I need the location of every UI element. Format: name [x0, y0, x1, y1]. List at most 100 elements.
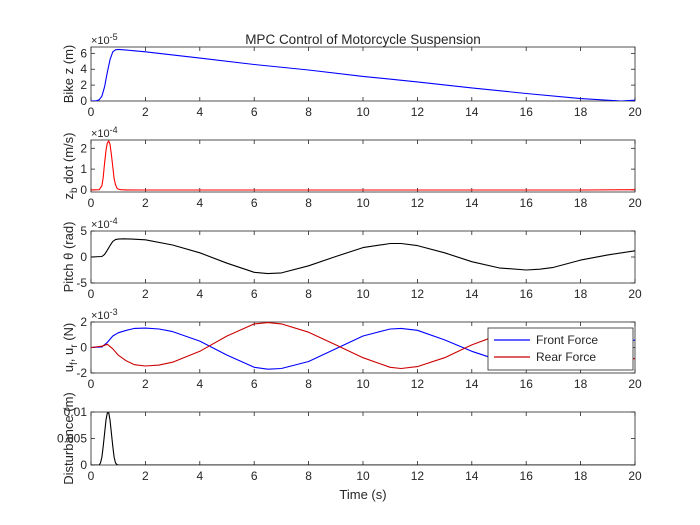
y-tick-label: 2: [80, 141, 87, 155]
y-label-sub: f: [69, 362, 80, 365]
y-tick-label: -5: [76, 276, 87, 290]
x-tick-label: 4: [196, 377, 203, 391]
x-tick-label: 0: [88, 196, 95, 210]
x-tick-label: 20: [628, 377, 642, 391]
y-axis-label: zb dot (m/s): [61, 133, 80, 200]
exponent-power: -4: [110, 216, 118, 226]
x-tick-label: 2: [142, 469, 149, 483]
x-tick-label: 16: [520, 287, 534, 301]
y-tick-label: 0: [80, 458, 87, 472]
x-tick-label: 12: [411, 469, 425, 483]
x-tick-label: 2: [142, 287, 149, 301]
x-axis-label: Time (s): [339, 487, 386, 502]
axes-box: [90, 411, 636, 466]
x-tick-label: 10: [356, 196, 370, 210]
x-tick-label: 10: [356, 105, 370, 119]
x-tick-label: 0: [88, 287, 95, 301]
x-tick-label: 6: [251, 196, 258, 210]
x-tick-label: 18: [574, 287, 588, 301]
x-tick-label: 12: [411, 287, 425, 301]
series-line-z: [91, 48, 635, 101]
exponent-base: ×10: [91, 219, 110, 231]
exponent-power: -4: [110, 125, 118, 135]
y-label-rest: dot (m/s): [61, 133, 76, 188]
y-tick-label: 0: [80, 94, 87, 108]
x-tick-label: 16: [520, 196, 534, 210]
x-tick-label: 14: [465, 377, 479, 391]
y-label-base: z: [61, 193, 76, 200]
y-label-rest: (N): [61, 323, 76, 345]
x-tick-label: 6: [251, 469, 258, 483]
y-tick-label: 4: [80, 62, 87, 76]
y-axis-label: Pitch θ (rad): [61, 222, 76, 293]
x-tick-label: 10: [356, 469, 370, 483]
axes-box: [90, 139, 636, 193]
y-label-mid: , u: [61, 348, 76, 362]
x-tick-label: 12: [411, 196, 425, 210]
y-tick-label: 1: [80, 162, 87, 176]
x-tick-label: 8: [305, 196, 312, 210]
x-tick-label: 18: [574, 105, 588, 119]
x-tick-label: 20: [628, 105, 642, 119]
y-exponent-label: ×10-4: [91, 216, 118, 231]
y-exponent-label: ×10-3: [91, 307, 118, 322]
x-tick-label: 12: [411, 105, 425, 119]
y-tick-label: 2: [80, 78, 87, 92]
y-tick-label: 6: [80, 46, 87, 60]
legend-entry: Rear Force: [536, 350, 596, 364]
x-tick-label: 4: [196, 287, 203, 301]
x-tick-label: 16: [520, 469, 534, 483]
y-tick-label: -2: [76, 366, 87, 380]
x-tick-label: 14: [465, 105, 479, 119]
x-tick-label: 6: [251, 377, 258, 391]
x-tick-label: 20: [628, 287, 642, 301]
x-tick-label: 14: [465, 287, 479, 301]
y-axis-label: Disturbance (m): [61, 392, 76, 484]
series-line-zb-dot: [91, 140, 635, 191]
x-tick-label: 4: [196, 105, 203, 119]
x-tick-label: 2: [142, 105, 149, 119]
y-tick-label: 5: [80, 224, 87, 238]
y-label-sub2: r: [69, 344, 80, 348]
x-tick-label: 0: [88, 469, 95, 483]
y-axis-label: Bike z (m): [61, 45, 76, 104]
y-tick-label: 0.01: [64, 405, 88, 419]
exponent-base: ×10: [91, 128, 110, 140]
legend-box: [487, 327, 634, 371]
x-tick-label: 20: [628, 469, 642, 483]
x-tick-label: 2: [142, 196, 149, 210]
x-tick-label: 18: [574, 469, 588, 483]
y-label-base: u: [61, 365, 76, 372]
x-tick-label: 10: [356, 287, 370, 301]
y-label-sub: b: [69, 187, 80, 193]
x-tick-label: 14: [465, 196, 479, 210]
y-tick-label: 0: [80, 183, 87, 197]
x-tick-label: 8: [305, 287, 312, 301]
chart-title: MPC Control of Motorcycle Suspension: [245, 32, 481, 47]
subplot-forces: 0 2 4 6 8 10 12 14 16 18 20-202 ×10-3uf, ur (N) Fron…: [61, 307, 642, 391]
y-exponent-label: ×10-4: [91, 125, 118, 140]
y-tick-label: 0: [80, 341, 87, 355]
x-tick-label: 16: [520, 377, 534, 391]
x-tick-label: 0: [88, 377, 95, 391]
y-tick-label: 0: [80, 250, 87, 264]
x-tick-label: 18: [574, 196, 588, 210]
exponent-base: ×10: [91, 310, 110, 322]
x-tick-label: 18: [574, 377, 588, 391]
x-tick-label: 4: [196, 469, 203, 483]
x-tick-label: 0: [88, 105, 95, 119]
y-tick-label: 0.005: [57, 432, 87, 446]
y-exponent-label: ×10-5: [91, 32, 118, 47]
x-tick-label: 20: [628, 196, 642, 210]
series-line-theta: [91, 238, 635, 275]
exponent-power: -3: [110, 307, 118, 317]
x-tick-label: 8: [305, 105, 312, 119]
y-axis-label: uf, ur (N): [61, 323, 80, 373]
x-tick-label: 4: [196, 196, 203, 210]
